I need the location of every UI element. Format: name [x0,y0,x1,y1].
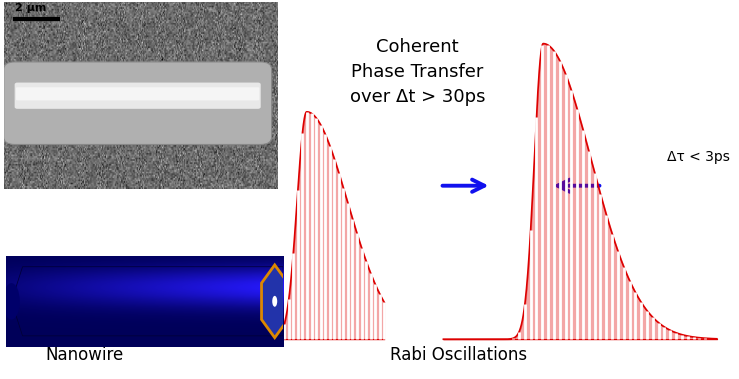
FancyBboxPatch shape [4,62,272,144]
FancyBboxPatch shape [16,87,259,100]
Text: Coherent
Phase Transfer
over Δt > 30ps: Coherent Phase Transfer over Δt > 30ps [350,38,486,106]
Text: Rabi Oscillations: Rabi Oscillations [389,346,527,364]
Ellipse shape [272,296,277,307]
Text: Repetition rate
Δf > 200GHz: Repetition rate Δf > 200GHz [132,127,245,161]
Text: 2 μm: 2 μm [15,3,46,13]
Text: Δτ < 3ps: Δτ < 3ps [667,150,730,164]
Polygon shape [262,265,288,338]
Ellipse shape [3,283,20,319]
Text: Nanowire: Nanowire [46,346,124,364]
FancyBboxPatch shape [15,83,261,109]
